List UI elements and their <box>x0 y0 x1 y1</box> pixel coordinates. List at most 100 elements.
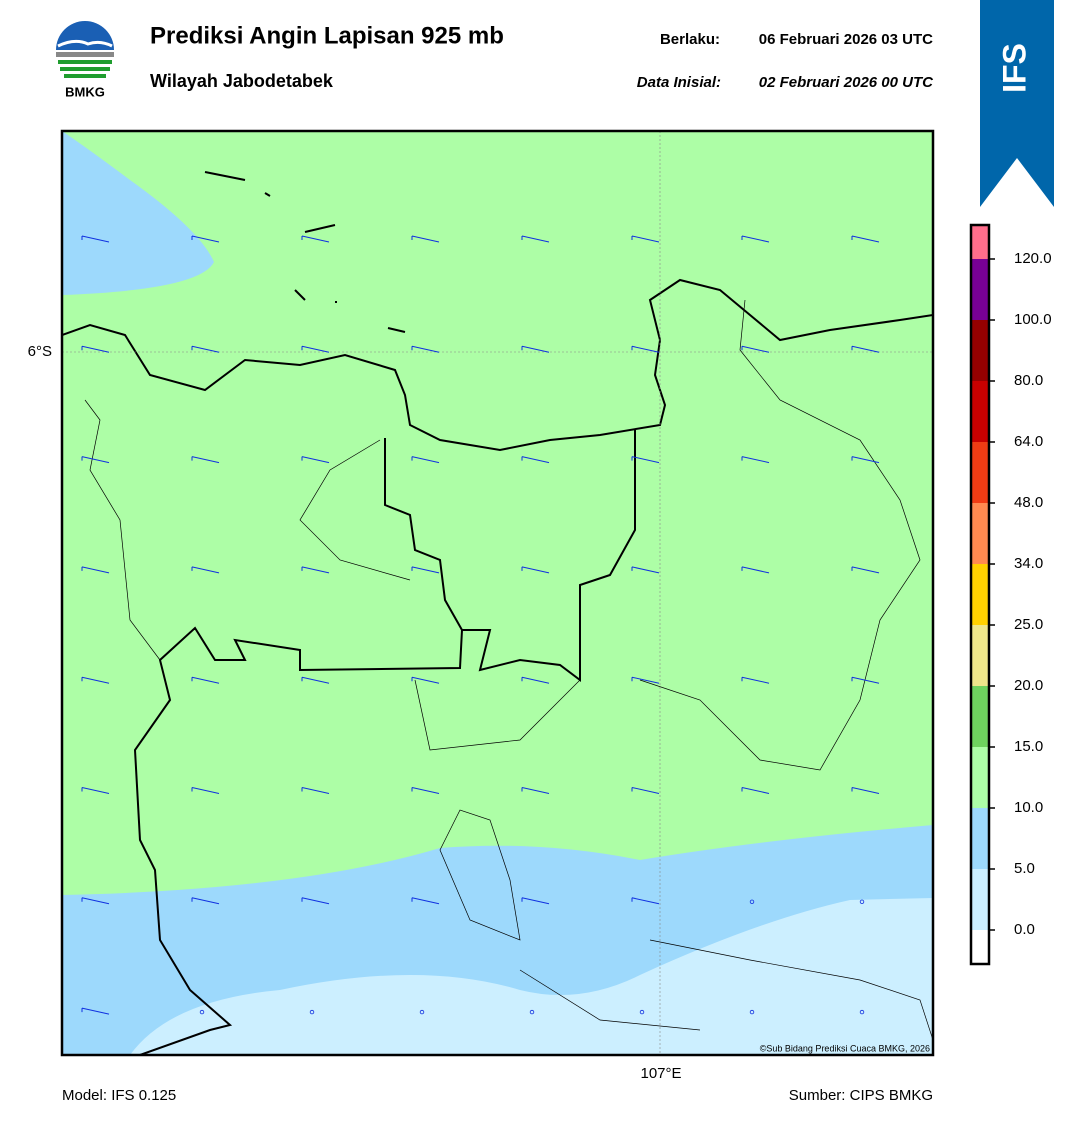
wind-barb <box>741 235 770 243</box>
wind-barb <box>521 566 550 574</box>
valid-time: 06 Februari 2026 03 UTC <box>759 31 933 48</box>
logo-text: BMKG <box>65 84 105 99</box>
badge <box>980 0 1054 207</box>
map-frame <box>60 129 935 1057</box>
wind-barb <box>411 345 440 353</box>
wind-barb <box>301 566 330 574</box>
colorbar-segment <box>971 625 989 686</box>
wind-barb <box>301 897 330 905</box>
wind-barb <box>411 566 440 574</box>
wind-barb <box>191 345 220 353</box>
wind-barb <box>191 235 220 243</box>
wind-barb <box>81 897 110 905</box>
wind-barb <box>191 676 220 684</box>
wind-barb <box>741 787 770 794</box>
wind-barb <box>81 345 110 353</box>
wind-barb <box>631 235 660 243</box>
wind-barb <box>521 235 550 243</box>
wind-barb <box>851 456 880 464</box>
wind-barb <box>301 456 330 464</box>
subtitle: Wilayah Jabodetabek <box>150 71 334 91</box>
wind-barb <box>851 787 880 794</box>
calm-marker <box>199 1009 205 1015</box>
title: Prediksi Angin Lapisan 925 mb <box>150 22 504 49</box>
wind-barb <box>631 345 660 353</box>
wind-barb <box>631 456 660 464</box>
colorbar: 0.0 5.0 10.0 15.0 20.0 25.0 34.0 48.0 64.0 80.0 10… <box>969 223 1052 966</box>
wind-barb <box>521 676 550 684</box>
colorbar-tick-label: 25.0 <box>1014 616 1043 633</box>
colorbar-tick-label: 15.0 <box>1014 738 1043 755</box>
colorbar-tick-label: 48.0 <box>1014 494 1043 511</box>
footer-source: Sumber: CIPS BMKG <box>789 1087 933 1104</box>
wind-barb <box>81 676 110 684</box>
colorbar-tick-label: 120.0 <box>1014 250 1052 267</box>
wind-barb <box>631 676 660 684</box>
calm-marker <box>529 1009 535 1015</box>
wind-barb <box>851 235 880 243</box>
colorbar-segment <box>971 320 989 381</box>
calm-marker <box>419 1009 425 1015</box>
calm-marker <box>859 899 865 904</box>
wind-barb <box>411 787 440 794</box>
wind-barb <box>741 676 770 684</box>
wind-barb <box>81 566 110 574</box>
wind-barb <box>851 345 880 353</box>
wind-barb <box>301 787 330 794</box>
logo: BMKG <box>56 21 114 99</box>
wind-barb <box>81 456 110 464</box>
colorbar-segment <box>971 808 989 869</box>
wind-barb <box>631 897 660 905</box>
calm-marker <box>639 1009 645 1015</box>
colorbar-frame <box>969 223 991 966</box>
wind-barb <box>191 897 220 905</box>
colorbar-tick-label: 64.0 <box>1014 433 1043 450</box>
valid-label: Berlaku: <box>660 31 720 48</box>
calm-marker <box>749 1009 755 1015</box>
colorbar-segment <box>971 442 989 503</box>
wind-barb <box>411 235 440 243</box>
wind-barb <box>741 566 770 574</box>
wind-barb <box>81 235 110 243</box>
colorbar-tick-label: 80.0 <box>1014 372 1043 389</box>
colorbar-tick-label: 10.0 <box>1014 799 1043 816</box>
wind-barb <box>631 566 660 574</box>
wind-barb <box>411 897 440 905</box>
copyright: ©Sub Bidang Prediksi Cuaca BMKG, 2026 <box>760 1043 930 1053</box>
wind-barb <box>741 345 770 353</box>
footer-model: Model: IFS 0.125 <box>62 1087 176 1104</box>
wind-barbs <box>81 235 880 1015</box>
colorbar-tick-label: 0.0 <box>1014 921 1035 938</box>
badge-text: IFS <box>996 43 1032 93</box>
colorbar-segment <box>971 259 989 320</box>
wind-barb <box>301 235 330 243</box>
colorbar-tick-label: 5.0 <box>1014 860 1035 877</box>
wind-barb <box>521 345 550 353</box>
lon-label: 107°E <box>640 1065 681 1082</box>
colorbar-segment <box>971 564 989 625</box>
colorbar-segment <box>971 869 989 930</box>
wind-barb <box>81 787 110 794</box>
wind-barb <box>81 1007 110 1015</box>
colorbar-segment <box>971 747 989 808</box>
colorbar-segment <box>971 686 989 747</box>
init-time: 02 Februari 2026 00 UTC <box>759 74 934 91</box>
wind-barb <box>411 676 440 684</box>
calm-marker <box>859 1009 865 1015</box>
colorbar-segment <box>971 930 989 964</box>
colorbar-tick-label: 34.0 <box>1014 555 1043 572</box>
wind-barb <box>631 787 660 794</box>
wind-barb <box>301 676 330 684</box>
init-label: Data Inisial: <box>637 74 721 91</box>
wind-barb <box>191 456 220 464</box>
wind-barb <box>851 566 880 574</box>
wind-barb <box>521 897 550 905</box>
wind-barb <box>851 676 880 684</box>
colorbar-tick-label: 100.0 <box>1014 311 1052 328</box>
wind-barb <box>741 456 770 464</box>
wind-barb <box>191 566 220 574</box>
calm-marker <box>749 899 755 904</box>
colorbar-tick-label: 20.0 <box>1014 677 1043 694</box>
